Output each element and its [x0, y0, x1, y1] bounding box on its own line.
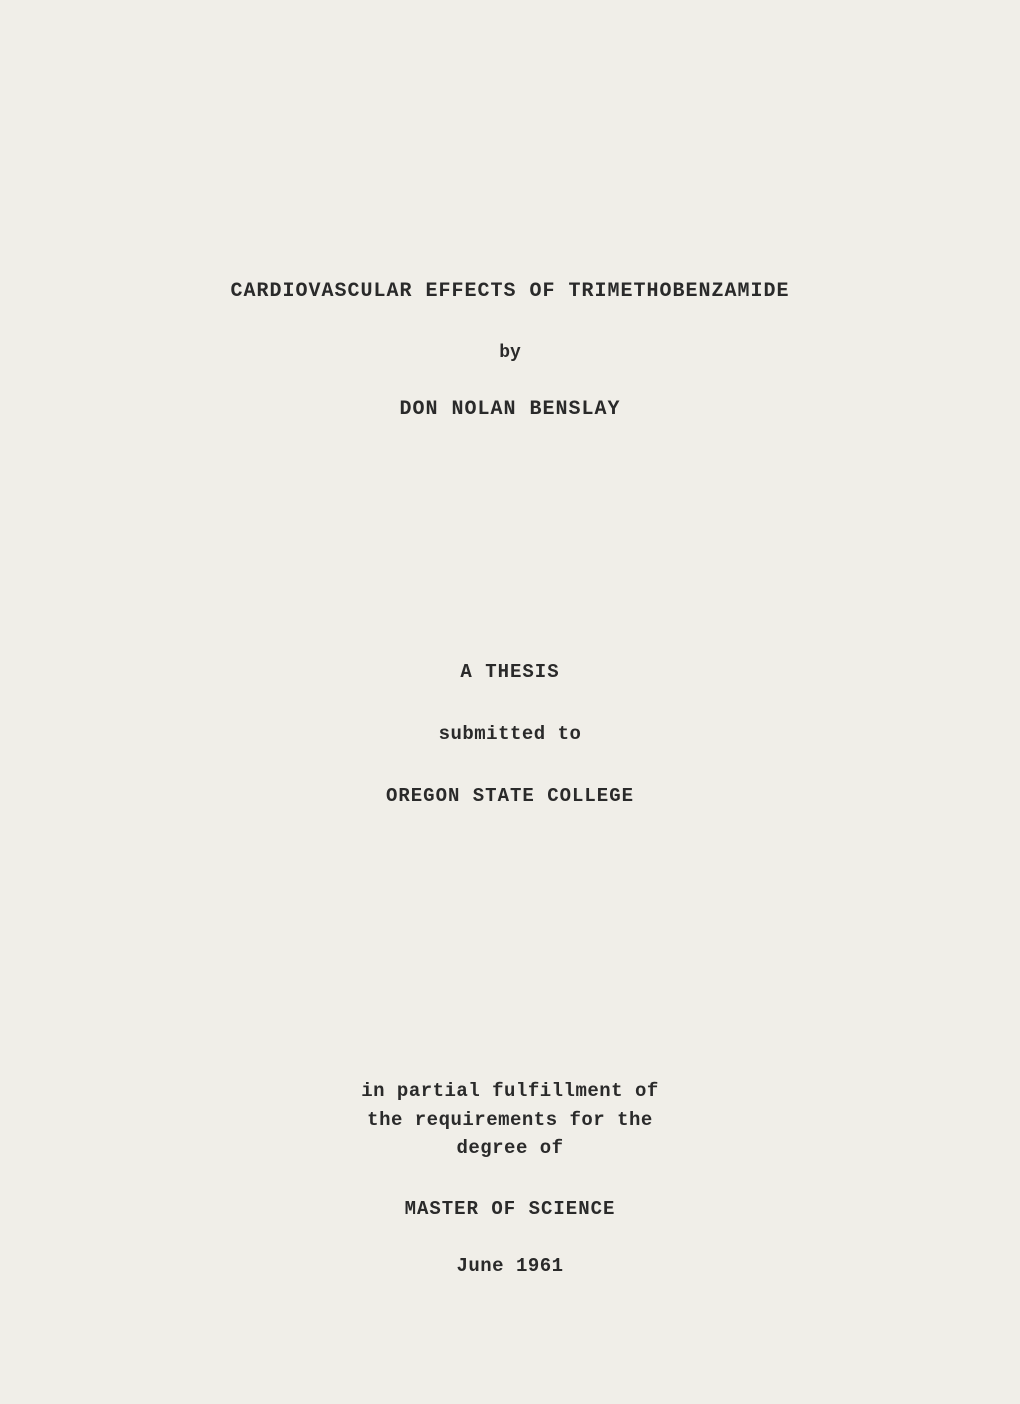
fulfillment-statement: in partial fulfillment of the requiremen… — [0, 1077, 1020, 1163]
institution-name: OREGON STATE COLLEGE — [0, 785, 1020, 807]
degree-name: MASTER OF SCIENCE — [0, 1198, 1020, 1220]
thesis-title-page: CARDIOVASCULAR EFFECTS OF TRIMETHOBENZAM… — [0, 0, 1020, 1404]
by-label: by — [0, 343, 1020, 363]
thesis-title: CARDIOVASCULAR EFFECTS OF TRIMETHOBENZAM… — [0, 280, 1020, 303]
fulfillment-line: the requirements for the — [0, 1106, 1020, 1135]
thesis-label: A THESIS — [0, 661, 1020, 683]
fulfillment-line: degree of — [0, 1134, 1020, 1163]
fulfillment-line: in partial fulfillment of — [0, 1077, 1020, 1106]
thesis-date: June 1961 — [0, 1255, 1020, 1277]
author-name: DON NOLAN BENSLAY — [0, 398, 1020, 421]
submitted-label: submitted to — [0, 723, 1020, 745]
